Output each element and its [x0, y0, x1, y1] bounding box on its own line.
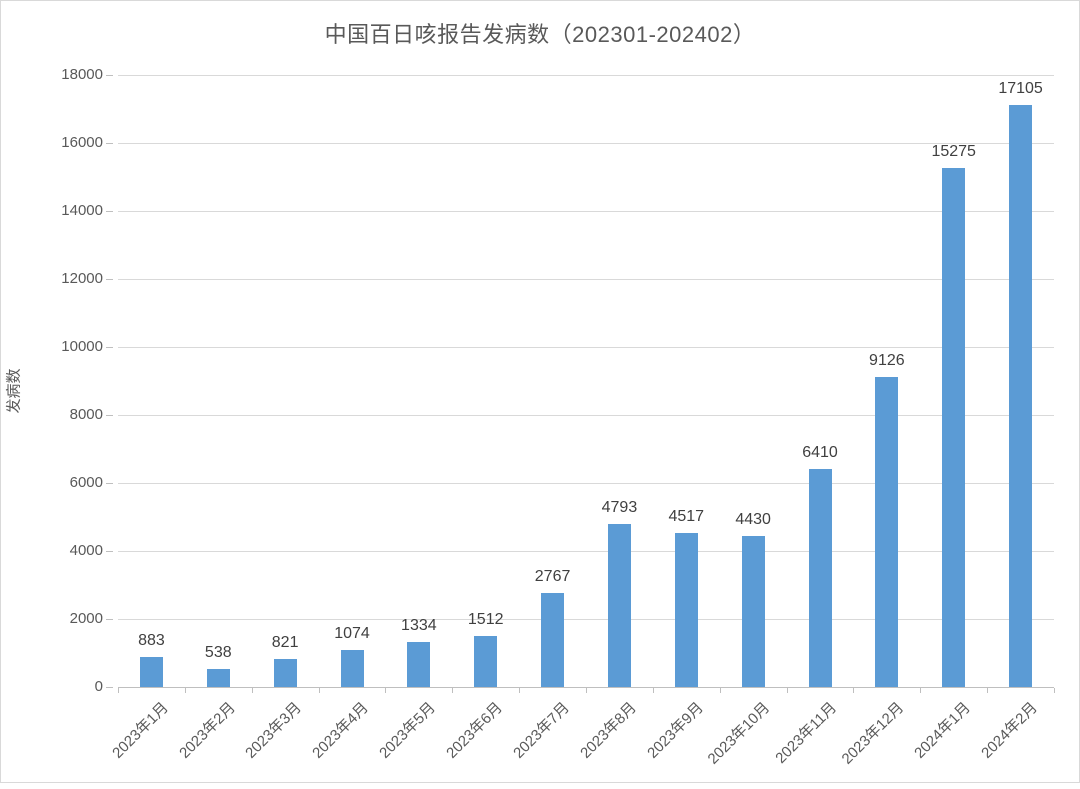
- x-axis-tick: [987, 688, 989, 693]
- bar-value-label: 821: [271, 634, 299, 652]
- x-tick-label: 2023年2月: [175, 699, 239, 762]
- bar-value-label: 1334: [401, 616, 437, 634]
- x-tick-label: 2023年8月: [576, 699, 640, 762]
- y-tick-label: 16000: [61, 134, 103, 151]
- y-tick-label: 10000: [61, 338, 103, 355]
- x-axis-tick: [1054, 688, 1055, 693]
- gridline: [118, 619, 1054, 620]
- x-axis-tick: [452, 688, 454, 693]
- y-tick-label: 2000: [69, 610, 103, 627]
- x-tick-label: 2024年2月: [977, 699, 1041, 762]
- x-tick-label: 2023年11月: [772, 699, 841, 767]
- y-axis-tick: [106, 619, 113, 620]
- y-tick-label: 18000: [61, 66, 103, 83]
- bar-value-label: 9126: [869, 351, 905, 369]
- bar: [875, 376, 899, 687]
- x-tick-label: 2023年4月: [309, 699, 373, 762]
- bar-value-label: 1512: [467, 610, 504, 628]
- chart-title: 中国百日咳报告发病数（202301-202402）: [324, 22, 756, 47]
- bar: [340, 650, 364, 687]
- bar-value-label: 4517: [668, 508, 705, 526]
- gridline: [118, 211, 1054, 212]
- y-tick-label: 14000: [61, 202, 103, 219]
- bar: [1009, 105, 1033, 687]
- x-tick-label: 2023年6月: [443, 699, 506, 762]
- bar-value-label: 2767: [534, 567, 571, 585]
- bar: [674, 533, 698, 687]
- x-axis-tick: [118, 688, 119, 693]
- bar-value-label: 883: [138, 631, 165, 649]
- x-tick-label: 2024年1月: [911, 699, 974, 762]
- bar: [206, 668, 230, 687]
- gridline: [118, 75, 1054, 76]
- y-axis-tick: [106, 75, 113, 76]
- y-axis-tick: [106, 415, 113, 416]
- bar: [474, 635, 498, 687]
- x-axis-line: [118, 687, 1054, 688]
- y-tick-label: 12000: [61, 270, 103, 287]
- x-axis-tick: [719, 688, 721, 693]
- x-axis-tick: [652, 688, 654, 693]
- x-tick-label: 2023年3月: [242, 699, 306, 762]
- gridline: [118, 483, 1054, 484]
- bar: [741, 536, 765, 687]
- x-tick-label: 2023年5月: [376, 699, 439, 762]
- x-axis-tick: [786, 688, 788, 693]
- bar-value-label: 15275: [931, 142, 976, 160]
- x-axis-tick: [184, 688, 186, 693]
- bar-value-label: 538: [204, 643, 232, 661]
- x-tick-label: 2023年7月: [509, 699, 573, 762]
- bar: [607, 524, 631, 687]
- bar: [273, 659, 297, 687]
- bar: [942, 167, 966, 687]
- x-tick-label: 2023年9月: [643, 699, 707, 762]
- x-tick-label: 2023年10月: [704, 699, 774, 768]
- y-axis-tick: [106, 687, 113, 688]
- y-tick-label: 8000: [69, 406, 103, 423]
- bar: [139, 656, 163, 687]
- x-axis-tick: [318, 688, 320, 693]
- bar-value-label: 6410: [802, 444, 838, 462]
- gridline: [118, 279, 1054, 280]
- y-axis-tick: [106, 211, 113, 212]
- bar: [808, 469, 832, 687]
- x-axis-tick: [385, 688, 387, 693]
- y-axis-tick: [106, 347, 113, 348]
- gridline: [118, 143, 1054, 144]
- x-axis-tick: [586, 688, 587, 693]
- y-axis-tick: [106, 143, 113, 144]
- y-tick-label: 4000: [69, 542, 103, 559]
- bar-value-label: 17105: [998, 80, 1043, 98]
- bar-value-label: 1074: [334, 625, 370, 643]
- y-axis-tick: [106, 551, 113, 552]
- x-axis-tick: [920, 688, 922, 693]
- y-tick-label: 0: [94, 678, 103, 695]
- x-axis-tick: [251, 688, 253, 693]
- bar: [541, 592, 565, 687]
- x-axis-tick: [519, 688, 521, 693]
- x-tick-label: 2023年12月: [838, 699, 907, 768]
- bar-value-label: 4793: [601, 499, 638, 517]
- x-axis-tick: [853, 688, 855, 693]
- gridline: [118, 347, 1054, 348]
- x-tick-label: 2023年1月: [108, 699, 172, 762]
- y-tick-label: 6000: [69, 474, 103, 491]
- bar: [407, 641, 431, 687]
- bar-value-label: 4430: [735, 511, 771, 529]
- y-axis-tick: [106, 279, 113, 280]
- y-axis-tick: [106, 483, 113, 484]
- gridline: [118, 551, 1054, 552]
- gridline: [118, 415, 1054, 416]
